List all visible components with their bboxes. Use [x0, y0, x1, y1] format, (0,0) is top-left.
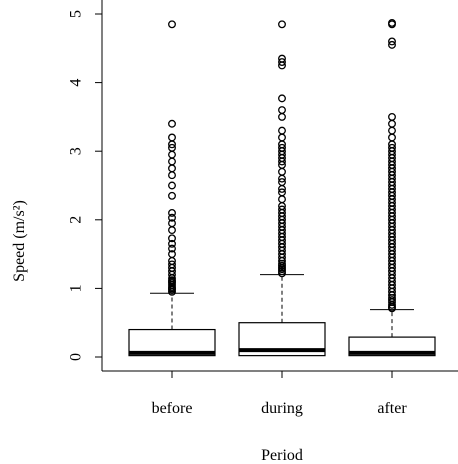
outlier-before — [168, 150, 176, 159]
outlier-during — [278, 20, 286, 29]
outlier-after — [388, 133, 396, 142]
y-axis-title: Speed (m/s²) — [11, 200, 28, 282]
outlier-during — [278, 205, 286, 214]
outlier-during — [278, 106, 286, 114]
outlier-during — [278, 133, 286, 142]
axes: 0 1 2 3 4 5 before during after — [68, 0, 458, 417]
outlier-before — [168, 250, 176, 259]
outlier-after — [388, 18, 396, 27]
outlier-before — [168, 181, 176, 190]
outlier-after — [388, 37, 396, 46]
outlier-after — [388, 119, 396, 128]
outlier-during — [278, 54, 286, 63]
y-tick-label: 5 — [68, 10, 85, 18]
outlier-during — [278, 94, 286, 103]
x-tick-label-during: during — [261, 400, 303, 417]
outlier-before — [168, 213, 176, 222]
outlier-during — [278, 167, 286, 176]
y-tick-label: 3 — [68, 147, 85, 155]
y-tick-label: 0 — [68, 353, 85, 361]
outlier-during — [278, 195, 286, 204]
outlier-during — [278, 126, 286, 135]
x-tick-label-after: after — [377, 400, 407, 417]
x-tick-label-before: before — [152, 400, 193, 417]
outlier-after — [388, 126, 396, 135]
outlier-during — [278, 58, 286, 66]
x-axis-title: Period — [261, 447, 303, 464]
outlier-before — [168, 260, 176, 269]
outlier-during — [278, 112, 286, 121]
outlier-before — [168, 191, 176, 200]
y-tick-label: 1 — [68, 284, 85, 292]
outlier-before — [168, 244, 176, 253]
y-tick-label: 4 — [68, 79, 85, 87]
y-tick-label: 2 — [68, 216, 85, 224]
outlier-before — [168, 234, 176, 243]
outlier-before — [168, 143, 176, 152]
outlier-before — [168, 239, 176, 248]
outlier-before — [168, 171, 176, 180]
outlier-before — [168, 119, 176, 128]
outlier-before — [168, 133, 176, 142]
outlier-before — [168, 208, 176, 217]
outlier-before — [168, 20, 176, 29]
outlier-before — [168, 219, 176, 228]
outlier-after — [388, 112, 396, 121]
plot-area — [128, 18, 436, 357]
outlier-before — [168, 226, 176, 235]
outlier-after — [388, 40, 396, 49]
outlier-during — [278, 188, 286, 197]
outlier-during — [278, 178, 286, 187]
outlier-during — [278, 143, 286, 152]
outlier-before — [168, 164, 176, 173]
outlier-after — [388, 143, 396, 152]
outlier-before — [168, 157, 176, 166]
